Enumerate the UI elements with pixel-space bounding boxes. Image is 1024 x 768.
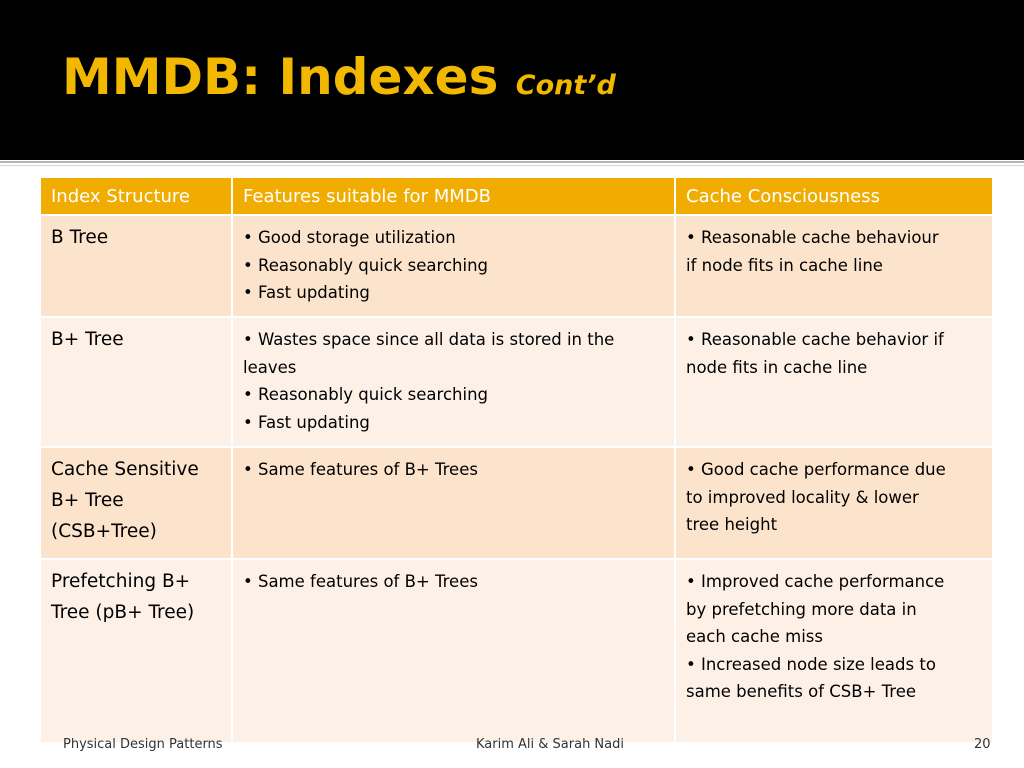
- cell-features: • Wastes space since all data is stored …: [231, 316, 676, 448]
- feature-line: • Reasonably quick searching: [243, 385, 489, 404]
- name-line: Prefetching B+: [51, 571, 191, 592]
- feature-line: • Fast updating: [243, 412, 370, 432]
- slide-header: MMDB: Indexes Cont’d: [0, 0, 1024, 160]
- header-index-structure: Index Structure: [39, 176, 233, 216]
- index-comparison-table: Index Structure Features suitable for MM…: [39, 176, 994, 744]
- cache-line: • Reasonable cache behavior if: [686, 330, 944, 349]
- title-subtitle: Cont’d: [515, 70, 616, 101]
- cache-line: by prefetching more data in: [686, 599, 917, 619]
- feature-line: • Same features of B+ Trees: [243, 460, 478, 479]
- feature-line: • Fast updating: [243, 283, 370, 302]
- title-main: MMDB: Indexes: [62, 48, 499, 106]
- cell-index-structure: Cache Sensitive B+ Tree (CSB+Tree): [39, 446, 233, 560]
- cache-line: each cache miss: [686, 627, 823, 646]
- feature-line: • Reasonably quick searching: [243, 255, 489, 275]
- cache-line: tree height: [686, 515, 778, 534]
- feature-line: • Good storage utilization: [243, 228, 456, 247]
- name-line: (CSB+Tree): [51, 521, 157, 542]
- cache-line: same benefits of CSB+ Tree: [686, 682, 917, 701]
- cell-index-structure: Prefetching B+ Tree (pB+ Tree): [39, 558, 233, 744]
- cell-cache: • Good cache performance due to improved…: [674, 446, 994, 560]
- table-row: B+ Tree • Wastes space since all data is…: [39, 316, 994, 448]
- cache-line: • Reasonable cache behaviour: [686, 228, 939, 247]
- cache-line: if node fits in cache line: [686, 255, 883, 275]
- cell-features: • Same features of B+ Trees: [231, 446, 676, 560]
- slide-title: MMDB: Indexes Cont’d: [62, 52, 616, 102]
- cell-features: • Good storage utilization • Reasonably …: [231, 214, 676, 318]
- feature-line: • Same features of B+ Trees: [243, 572, 478, 591]
- footer-page-number: 20: [974, 737, 991, 752]
- table-row: Cache Sensitive B+ Tree (CSB+Tree) • Sam…: [39, 446, 994, 560]
- header-divider: [0, 161, 1024, 163]
- cache-line: node fits in cache line: [686, 357, 868, 377]
- feature-line: leaves: [243, 357, 297, 377]
- name-line: Tree (pB+ Tree): [51, 602, 195, 623]
- name-line: Cache Sensitive: [51, 459, 199, 480]
- cell-cache: • Improved cache performance by prefetch…: [674, 558, 994, 744]
- footer-course-title: Physical Design Patterns: [63, 737, 223, 752]
- cache-line: to improved locality & lower: [686, 487, 919, 507]
- header-features: Features suitable for MMDB: [231, 176, 676, 216]
- cache-line: • Increased node size leads to: [686, 654, 936, 674]
- cell-index-structure: B Tree: [39, 214, 233, 318]
- table-header-row: Index Structure Features suitable for MM…: [39, 176, 994, 216]
- feature-line: • Wastes space since all data is stored …: [243, 330, 615, 349]
- table-row: B Tree • Good storage utilization • Reas…: [39, 214, 994, 318]
- cell-features: • Same features of B+ Trees: [231, 558, 676, 744]
- header-cache-consciousness: Cache Consciousness: [674, 176, 994, 216]
- cell-cache: • Reasonable cache behaviour if node fit…: [674, 214, 994, 318]
- cell-cache: • Reasonable cache behavior if node fits…: [674, 316, 994, 448]
- table-row: Prefetching B+ Tree (pB+ Tree) • Same fe…: [39, 558, 994, 744]
- footer-authors: Karim Ali & Sarah Nadi: [476, 737, 624, 752]
- cache-line: • Improved cache performance: [686, 572, 945, 591]
- cache-line: • Good cache performance due: [686, 460, 946, 479]
- name-line: B+ Tree: [51, 490, 124, 511]
- cell-index-structure: B+ Tree: [39, 316, 233, 448]
- header-divider-thin: [0, 165, 1024, 166]
